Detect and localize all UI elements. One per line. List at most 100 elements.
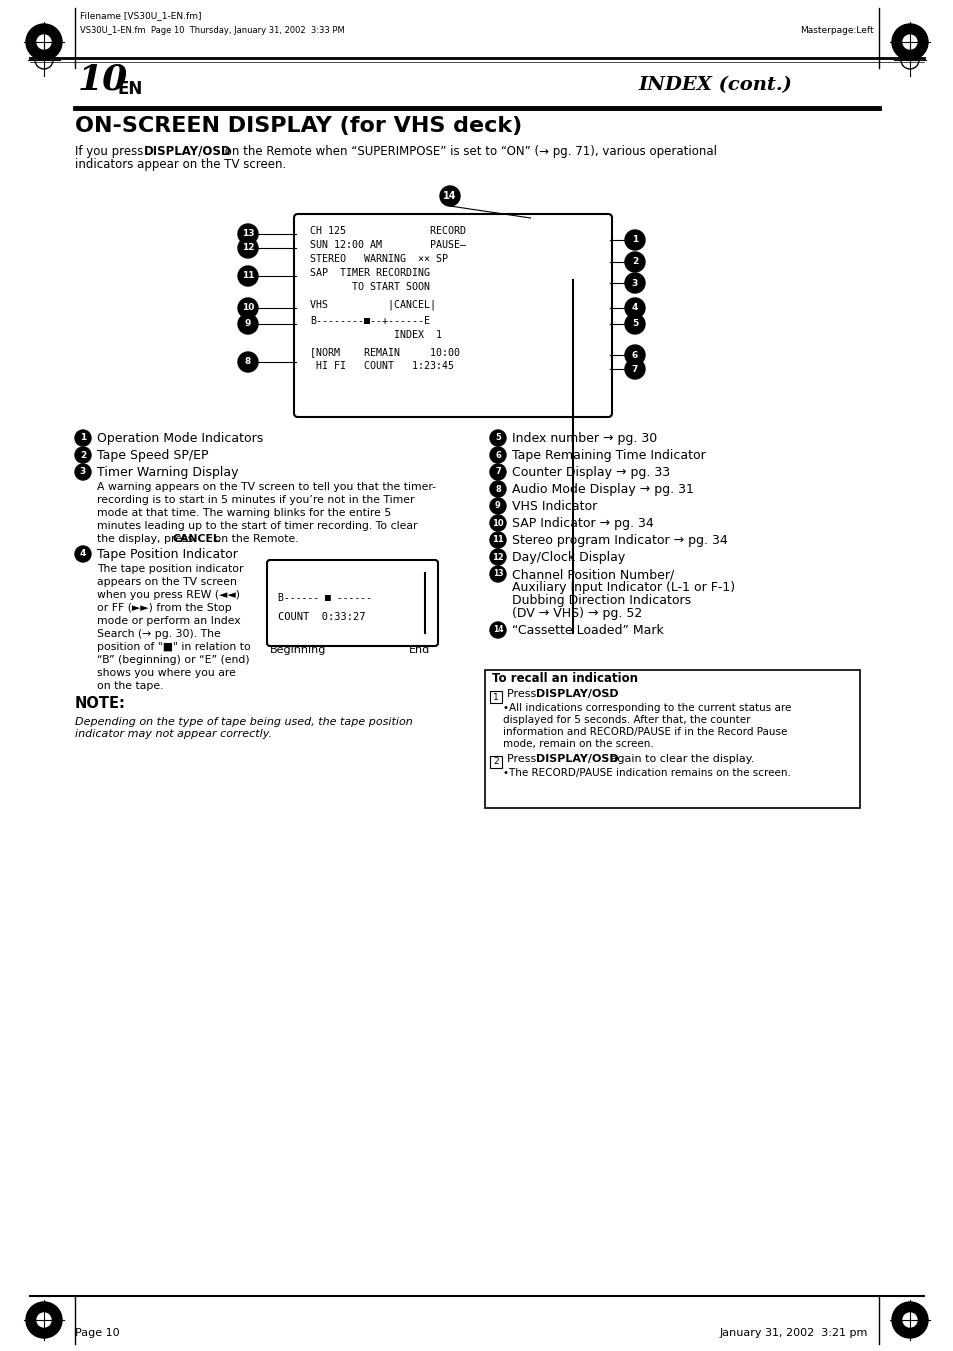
Text: Stereo program Indicator → pg. 34: Stereo program Indicator → pg. 34 — [512, 534, 727, 547]
Text: indicator may not appear correctly.: indicator may not appear correctly. — [75, 730, 272, 739]
Text: SAP Indicator → pg. 34: SAP Indicator → pg. 34 — [512, 517, 653, 530]
Circle shape — [490, 463, 505, 480]
Text: information and RECORD/PAUSE if in the Record Pause: information and RECORD/PAUSE if in the R… — [502, 727, 786, 738]
Circle shape — [490, 430, 505, 446]
Text: Beginning: Beginning — [270, 644, 326, 655]
Text: 3: 3 — [631, 278, 638, 288]
Text: recording is to start in 5 minutes if you’re not in the Timer: recording is to start in 5 minutes if yo… — [97, 494, 414, 505]
Text: TO START SOON: TO START SOON — [310, 282, 430, 292]
Text: Index number → pg. 30: Index number → pg. 30 — [512, 432, 657, 444]
Circle shape — [237, 299, 257, 317]
Text: Tape Position Indicator: Tape Position Indicator — [97, 549, 237, 561]
Text: 2: 2 — [631, 258, 638, 266]
Text: [NORM    REMAIN     10:00: [NORM REMAIN 10:00 — [310, 347, 459, 357]
Text: VHS          |CANCEL|: VHS |CANCEL| — [310, 300, 436, 311]
Text: End: End — [409, 644, 430, 655]
Text: INDEX (cont.): INDEX (cont.) — [638, 76, 791, 95]
Text: appears on the TV screen: appears on the TV screen — [97, 577, 236, 586]
Text: Press: Press — [506, 754, 539, 765]
Text: INDEX  1: INDEX 1 — [310, 330, 441, 340]
Text: 10: 10 — [241, 304, 253, 312]
Circle shape — [75, 430, 91, 446]
FancyBboxPatch shape — [484, 670, 859, 808]
Text: January 31, 2002  3:21 pm: January 31, 2002 3:21 pm — [720, 1328, 867, 1337]
Text: ON-SCREEN DISPLAY (for VHS deck): ON-SCREEN DISPLAY (for VHS deck) — [75, 116, 521, 136]
Text: Page 10: Page 10 — [75, 1328, 119, 1337]
Text: EN: EN — [118, 80, 143, 99]
Text: Audio Mode Display → pg. 31: Audio Mode Display → pg. 31 — [512, 484, 693, 496]
Circle shape — [237, 353, 257, 372]
Text: 2: 2 — [493, 758, 498, 766]
Circle shape — [237, 238, 257, 258]
Text: Tape Remaining Time Indicator: Tape Remaining Time Indicator — [512, 449, 705, 462]
Text: indicators appear on the TV screen.: indicators appear on the TV screen. — [75, 158, 286, 172]
Text: Depending on the type of tape being used, the tape position: Depending on the type of tape being used… — [75, 717, 413, 727]
Text: 6: 6 — [495, 450, 500, 459]
Text: 10: 10 — [492, 519, 503, 527]
Text: on the Remote when “SUPERIMPOSE” is set to “ON” (→ pg. 71), various operational: on the Remote when “SUPERIMPOSE” is set … — [221, 145, 717, 158]
Text: “B” (beginning) or “E” (end): “B” (beginning) or “E” (end) — [97, 655, 250, 665]
Text: mode at that time. The warning blinks for the entire 5: mode at that time. The warning blinks fo… — [97, 508, 391, 517]
Text: 5: 5 — [631, 319, 638, 328]
Text: 1: 1 — [631, 235, 638, 245]
Circle shape — [237, 313, 257, 334]
Circle shape — [37, 35, 51, 49]
Circle shape — [237, 266, 257, 286]
FancyBboxPatch shape — [294, 213, 612, 417]
Text: B------ ■ ------: B------ ■ ------ — [277, 593, 372, 603]
Circle shape — [891, 24, 927, 59]
Text: SAP  TIMER RECORDING: SAP TIMER RECORDING — [310, 267, 430, 278]
Text: The tape position indicator: The tape position indicator — [97, 563, 243, 574]
Circle shape — [624, 345, 644, 365]
Circle shape — [624, 230, 644, 250]
Text: 11: 11 — [241, 272, 254, 281]
Text: Day/Clock Display: Day/Clock Display — [512, 551, 624, 563]
Text: mode or perform an Index: mode or perform an Index — [97, 616, 240, 626]
Circle shape — [26, 24, 62, 59]
Text: 9: 9 — [245, 319, 251, 328]
Text: 14: 14 — [443, 190, 456, 201]
Text: •The RECORD/PAUSE indication remains on the screen.: •The RECORD/PAUSE indication remains on … — [502, 767, 790, 778]
Text: 12: 12 — [241, 243, 254, 253]
Text: 4: 4 — [631, 304, 638, 312]
Text: 9: 9 — [495, 501, 500, 511]
Text: NOTE:: NOTE: — [75, 696, 126, 711]
Text: shows you where you are: shows you where you are — [97, 667, 235, 678]
Text: Operation Mode Indicators: Operation Mode Indicators — [97, 432, 263, 444]
Circle shape — [891, 1302, 927, 1337]
Text: VS30U_1-EN.fm  Page 10  Thursday, January 31, 2002  3:33 PM: VS30U_1-EN.fm Page 10 Thursday, January … — [80, 26, 344, 35]
Text: when you press REW (◄◄): when you press REW (◄◄) — [97, 590, 240, 600]
FancyBboxPatch shape — [490, 757, 501, 767]
Circle shape — [75, 546, 91, 562]
Text: 13: 13 — [493, 570, 503, 578]
Text: Counter Display → pg. 33: Counter Display → pg. 33 — [512, 466, 669, 480]
Text: 11: 11 — [492, 535, 503, 544]
Circle shape — [624, 299, 644, 317]
Text: 1: 1 — [80, 434, 86, 443]
Circle shape — [490, 447, 505, 463]
Circle shape — [75, 447, 91, 463]
Circle shape — [490, 515, 505, 531]
Text: A warning appears on the TV screen to tell you that the timer-: A warning appears on the TV screen to te… — [97, 482, 436, 492]
Text: 3: 3 — [80, 467, 86, 477]
Text: 14: 14 — [493, 626, 503, 635]
Circle shape — [624, 253, 644, 272]
Circle shape — [490, 549, 505, 565]
Circle shape — [490, 532, 505, 549]
FancyBboxPatch shape — [490, 690, 501, 703]
Text: 7: 7 — [495, 467, 500, 477]
Circle shape — [902, 1313, 916, 1327]
Circle shape — [624, 313, 644, 334]
Text: displayed for 5 seconds. After that, the counter: displayed for 5 seconds. After that, the… — [502, 715, 750, 725]
Text: 8: 8 — [495, 485, 500, 493]
Text: 8: 8 — [245, 358, 251, 366]
Text: CANCEL: CANCEL — [172, 534, 220, 544]
Text: (DV → VHS) → pg. 52: (DV → VHS) → pg. 52 — [512, 607, 641, 620]
Circle shape — [490, 566, 505, 582]
Text: .: . — [606, 689, 610, 698]
Text: “Cassette Loaded” Mark: “Cassette Loaded” Mark — [512, 624, 663, 638]
Text: B--------■--+------E: B--------■--+------E — [310, 316, 430, 326]
Text: DISPLAY/OSD: DISPLAY/OSD — [144, 145, 232, 158]
Text: CH 125              RECORD: CH 125 RECORD — [310, 226, 465, 236]
Text: the display, press: the display, press — [97, 534, 196, 544]
